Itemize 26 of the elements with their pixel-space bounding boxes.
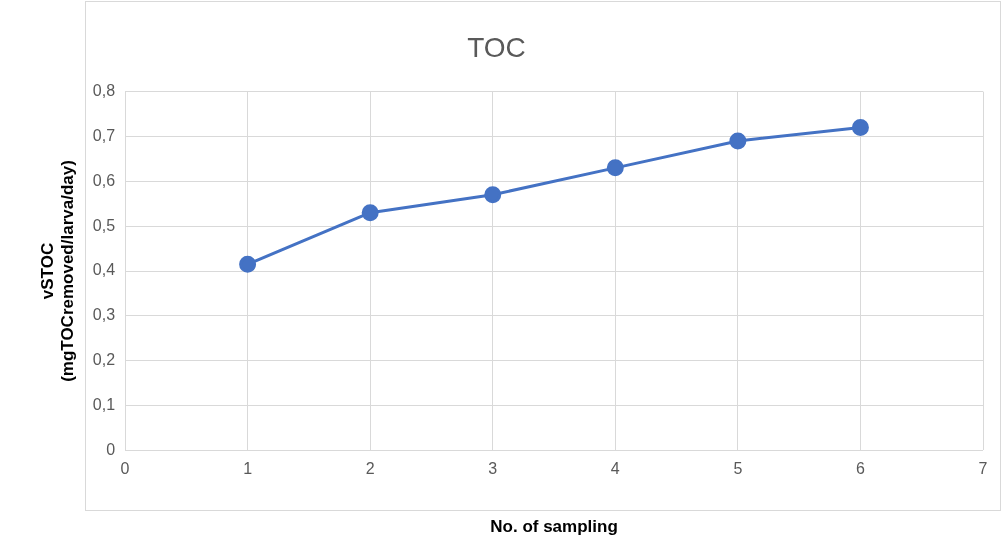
y-tick-label: 0,3 — [92, 306, 116, 324]
y-tick-label: 0,4 — [92, 261, 116, 279]
y-tick-label: 0,1 — [92, 395, 116, 413]
chart-title: TOC — [467, 31, 526, 63]
y-tick-label: 0,8 — [92, 82, 116, 100]
x-tick-label: 5 — [733, 460, 743, 478]
x-tick-label: 6 — [855, 460, 865, 478]
point — [851, 118, 869, 136]
point — [239, 255, 257, 273]
point — [606, 159, 624, 177]
x-tick-label: 3 — [488, 460, 498, 478]
y-axis-title: vSTOC (mgTOCremoved/larva/day) — [37, 160, 78, 382]
y-tick-label: 0 — [106, 440, 116, 458]
y-tick-label: 0,5 — [92, 216, 116, 234]
x-tick-label: 2 — [365, 460, 375, 478]
point — [484, 186, 502, 204]
y-tick-label: 0,7 — [92, 126, 116, 144]
x-tick-label: 7 — [978, 460, 988, 478]
x-axis-title: No. of sampling — [490, 517, 618, 537]
point — [361, 204, 379, 222]
y-tick-label: 0,6 — [92, 171, 116, 189]
y-tick-label: 0,2 — [92, 351, 116, 369]
x-tick-label: 1 — [243, 460, 253, 478]
x-tick-label: 4 — [610, 460, 620, 478]
x-tick-label: 0 — [120, 460, 130, 478]
point — [729, 132, 747, 150]
